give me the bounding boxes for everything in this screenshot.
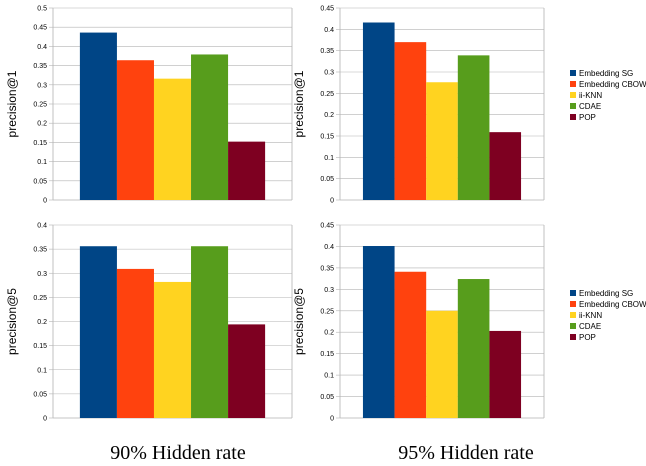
legend-label: Embedding CBOW <box>579 300 646 309</box>
chart-panel-3: 0 0.05 0.1 0.15 0.2 0.25 0.3 0.35 0.4 precision@5 <box>5 223 293 423</box>
legend: Embedding SG Embedding CBOW ii-KNN CDAE POP <box>570 289 646 342</box>
legend-swatch <box>570 312 576 318</box>
bar-ii-knn <box>153 281 192 418</box>
bar-embedding-cbow <box>116 268 154 418</box>
legend-label: POP <box>579 333 596 342</box>
y-tick-label: 0.15 <box>320 134 334 141</box>
chart-panel-4: 0 0.05 0.1 0.15 0.2 0.25 0.3 0.35 0.4 0.45 precisi… <box>292 223 646 423</box>
column-label-90: 90% Hidden rate <box>110 442 246 464</box>
y-tick-label: 0.05 <box>320 176 334 183</box>
bar-embedding-cbow <box>394 42 427 201</box>
y-tick-label: 0.35 <box>320 265 334 272</box>
y-tick-label: 0.05 <box>33 178 47 185</box>
y-tick-label: 0.1 <box>324 155 334 162</box>
y-tick-label: 0.3 <box>324 70 334 77</box>
y-tick-label: 0.25 <box>320 308 334 315</box>
y-axis-label: precision@1 <box>292 70 306 137</box>
y-tick-label: 0.45 <box>320 6 334 13</box>
bar-ii-knn <box>426 82 458 200</box>
y-tick-label: 0.1 <box>324 373 334 380</box>
y-tick-label: 0.15 <box>33 343 47 350</box>
legend-label: ii-KNN <box>579 91 602 100</box>
y-tick-label: 0.5 <box>37 6 47 13</box>
legend-label: CDAE <box>579 102 601 111</box>
y-tick-label: 0 <box>330 416 334 423</box>
bar-embedding-cbow <box>394 271 427 418</box>
y-tick-label: 0.45 <box>320 223 334 230</box>
y-tick-label: 0.1 <box>37 367 47 374</box>
y-tick-label: 0 <box>43 416 47 423</box>
y-tick-label: 0 <box>330 198 334 205</box>
bar-embedding-sg <box>79 32 117 200</box>
legend-swatch <box>570 301 576 307</box>
y-tick-label: 0.3 <box>324 287 334 294</box>
legend: Embedding SG Embedding CBOW ii-KNN CDAE POP <box>570 69 646 122</box>
y-tick-label: 0.35 <box>33 247 47 254</box>
chart-panel-1: 0 0.05 0.1 0.15 0.2 0.25 0.3 0.35 0.4 0.45 0.5 prec… <box>5 6 293 205</box>
legend-label: ii-KNN <box>579 311 602 320</box>
bar-pop <box>228 324 266 418</box>
chart-panel-2: 0 0.05 0.1 0.15 0.2 0.25 0.3 0.35 0.4 0.45 precisi… <box>292 6 646 205</box>
y-tick-label: 0.25 <box>33 102 47 109</box>
y-tick-label: 0.2 <box>324 112 334 119</box>
y-tick-label: 0.15 <box>320 351 334 358</box>
bar-ii-knn <box>153 78 192 200</box>
bar-pop <box>228 141 266 200</box>
y-tick-label: 0 <box>43 198 47 205</box>
y-tick-label: 0.05 <box>320 394 334 401</box>
legend-label: POP <box>579 113 596 122</box>
column-label-95: 95% Hidden rate <box>398 442 534 464</box>
y-tick-label: 0.4 <box>37 44 47 51</box>
bar-ii-knn <box>426 310 458 418</box>
legend-swatch <box>570 290 576 296</box>
y-tick-label: 0.2 <box>324 330 334 337</box>
bar-cdae <box>457 279 490 418</box>
y-tick-label: 0.35 <box>320 48 334 55</box>
bar-embedding-sg <box>362 22 395 200</box>
bar-cdae <box>457 55 490 200</box>
bar-cdae <box>191 246 229 418</box>
y-axis-label: precision@1 <box>5 70 19 137</box>
legend-swatch <box>570 70 576 76</box>
legend-swatch <box>570 323 576 329</box>
y-tick-label: 0.25 <box>33 295 47 302</box>
legend-label: CDAE <box>579 322 601 331</box>
bar-pop <box>489 132 522 200</box>
bar-embedding-sg <box>79 246 117 418</box>
legend-swatch <box>570 103 576 109</box>
y-tick-label: 0.2 <box>37 319 47 326</box>
y-axis-label: precision@5 <box>5 288 19 355</box>
legend-label: Embedding SG <box>579 69 633 78</box>
y-tick-label: 0.4 <box>324 244 334 251</box>
bar-embedding-cbow <box>116 60 154 200</box>
y-tick-label: 0.4 <box>324 27 334 34</box>
legend-swatch <box>570 114 576 120</box>
y-tick-label: 0.05 <box>33 391 47 398</box>
y-tick-label: 0.1 <box>37 159 47 166</box>
y-tick-label: 0.3 <box>37 271 47 278</box>
y-tick-label: 0.35 <box>33 63 47 70</box>
legend-label: Embedding SG <box>579 289 633 298</box>
legend-label: Embedding CBOW <box>579 80 646 89</box>
y-axis-label: precision@5 <box>292 288 306 355</box>
bar-cdae <box>191 54 229 200</box>
legend-swatch <box>570 81 576 87</box>
bar-pop <box>489 330 522 418</box>
bar-embedding-sg <box>362 246 395 418</box>
legend-swatch <box>570 334 576 340</box>
y-tick-label: 0.3 <box>37 82 47 89</box>
y-tick-label: 0.2 <box>37 121 47 128</box>
y-tick-label: 0.45 <box>33 25 47 32</box>
y-tick-label: 0.4 <box>37 223 47 230</box>
y-tick-label: 0.15 <box>33 140 47 147</box>
y-tick-label: 0.25 <box>320 91 334 98</box>
legend-swatch <box>570 92 576 98</box>
